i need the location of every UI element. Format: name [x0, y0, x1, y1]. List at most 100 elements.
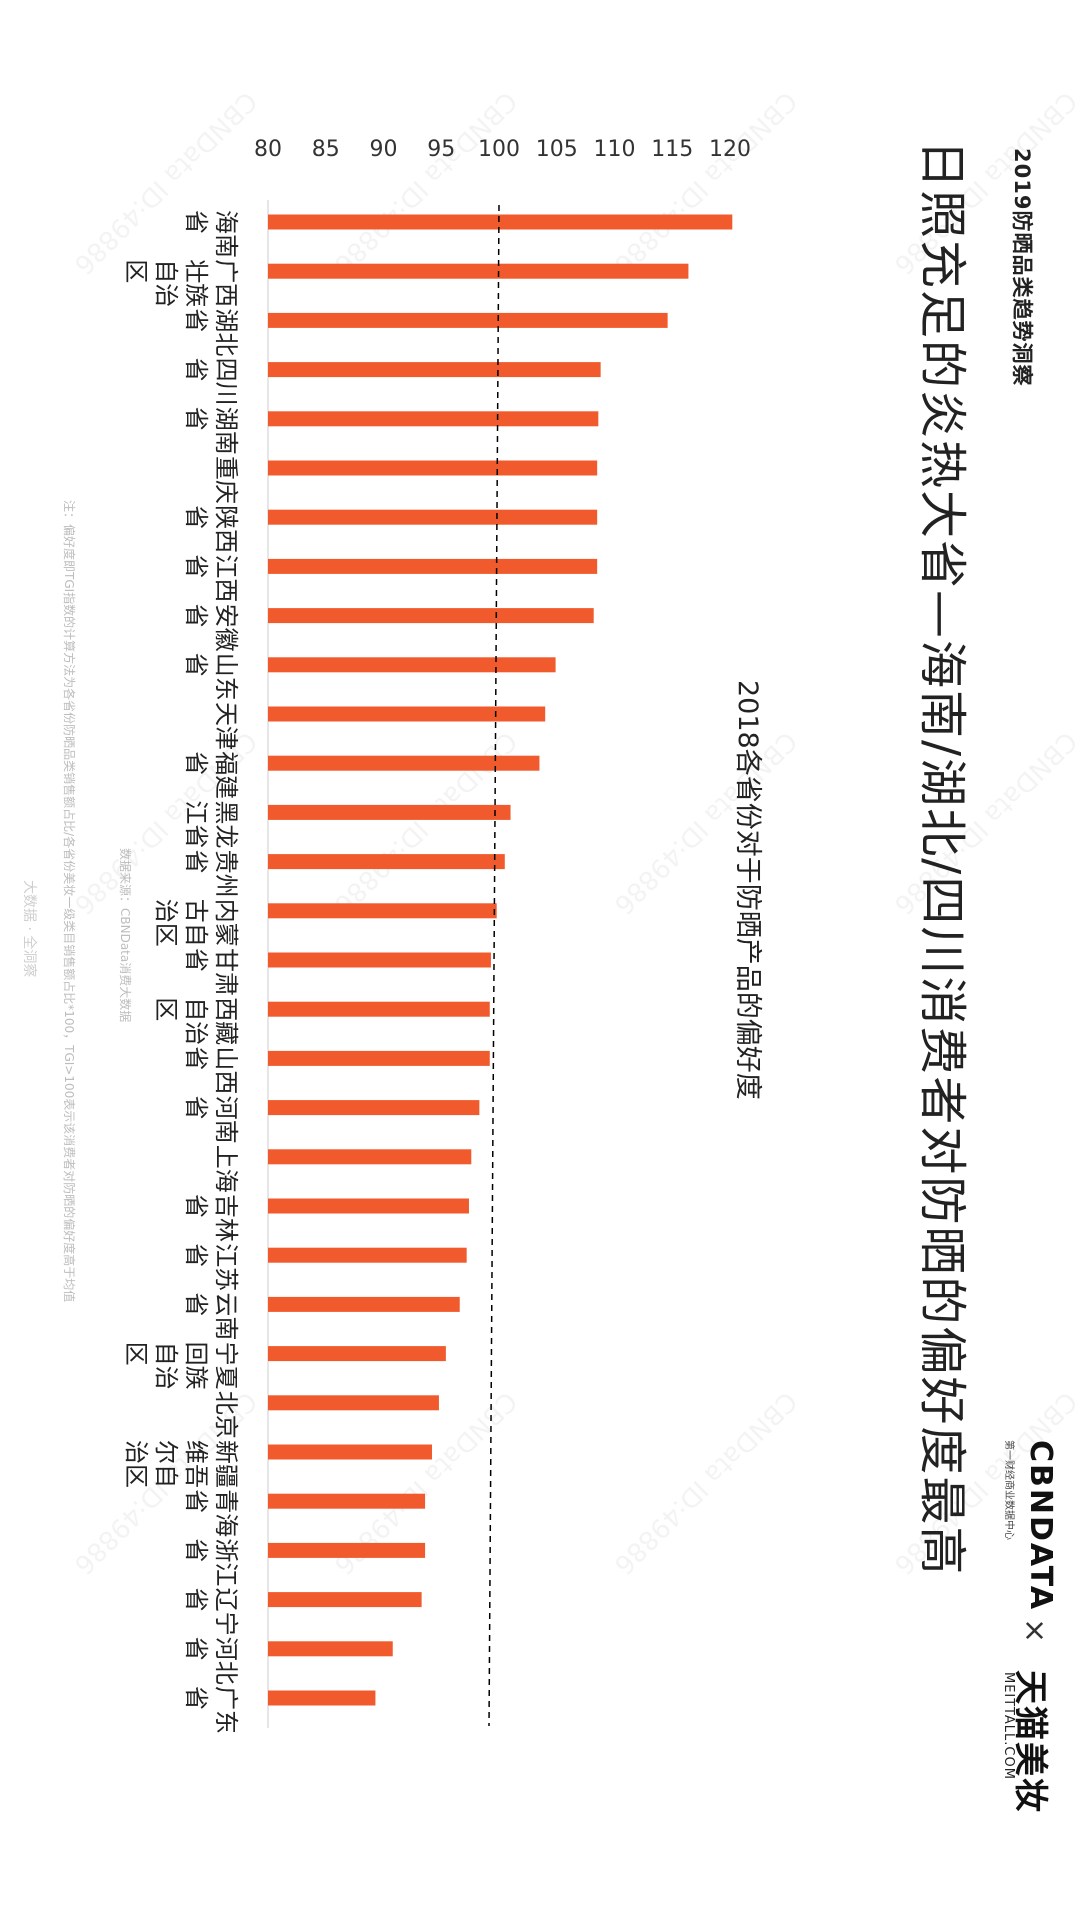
category-label: 安徽省	[182, 604, 240, 652]
category-label: 江苏省	[182, 1243, 240, 1291]
bar	[268, 558, 598, 574]
category-label-text: 省	[182, 751, 210, 775]
cross-icon: ×	[1017, 1618, 1052, 1644]
bar	[267, 1592, 422, 1608]
bar	[268, 509, 598, 525]
category-label-text: 江苏	[212, 1243, 240, 1291]
category-label: 重庆	[212, 456, 240, 504]
category-label-text: 江西	[212, 554, 240, 602]
tmall-url: MEITTALL.COM	[1001, 1672, 1016, 1780]
category-label-text: 尔自	[152, 1440, 180, 1488]
category-label-text: 省	[182, 1686, 210, 1710]
category-label-text: 福建	[212, 751, 240, 799]
y-tick-label: 85	[312, 137, 340, 162]
bar	[267, 1198, 469, 1214]
category-label-text: 省	[182, 308, 210, 332]
bar	[268, 608, 594, 624]
category-label-text: 省	[182, 1637, 210, 1661]
category-label: 福建省	[182, 751, 240, 799]
category-label-text: 青海	[212, 1489, 240, 1537]
category-label: 辽宁省	[182, 1588, 240, 1636]
data-source: 数据来源：CBNData消费大数据	[118, 848, 132, 1023]
category-label-text: 省	[182, 1489, 210, 1513]
category-label-text: 山西	[212, 1046, 240, 1094]
category-label-text: 省	[182, 653, 210, 677]
category-label-text: 北京	[212, 1391, 240, 1439]
bar	[268, 1001, 490, 1017]
bar	[268, 214, 733, 230]
bar	[267, 1641, 393, 1657]
category-label-text: 四川	[212, 358, 240, 406]
bar	[268, 1444, 433, 1460]
category-label-text: 省	[182, 850, 210, 874]
bar	[267, 1100, 480, 1116]
bar	[267, 952, 491, 968]
category-label-text: 自治	[182, 997, 210, 1045]
category-label-text: 回族	[182, 1342, 210, 1390]
category-label: 上海	[212, 1145, 240, 1193]
y-tick-label: 90	[370, 137, 398, 162]
category-label-text: 省	[182, 1243, 210, 1267]
reference-line-100	[488, 204, 500, 1727]
category-label-text: 省	[182, 554, 210, 578]
y-axis: 80 85 90 95 100 105 110 115 120	[254, 137, 751, 1728]
category-label-text: 省	[182, 1588, 210, 1612]
category-label-text: 河南	[212, 1096, 240, 1144]
bar	[268, 1542, 426, 1558]
bar	[267, 804, 511, 820]
y-tick-label: 80	[254, 137, 282, 162]
category-label: 贵州省	[182, 850, 240, 898]
category-label-text: 省	[182, 1292, 210, 1316]
category-label: 湖北省	[182, 308, 240, 356]
category-label-text: 区	[152, 997, 180, 1021]
bar	[268, 755, 540, 771]
category-label-text: 广西	[212, 259, 240, 307]
bar	[268, 854, 505, 870]
bar	[268, 903, 497, 919]
category-label-text: 治区	[152, 899, 180, 947]
y-tick-label: 120	[709, 137, 751, 162]
category-label-text: 省	[182, 1194, 210, 1218]
category-label: 河南省	[182, 1096, 240, 1144]
category-label-text: 安徽	[212, 604, 240, 652]
category-label-text: 区	[122, 259, 150, 283]
category-label-text: 省	[182, 505, 210, 529]
category-label: 天津	[212, 702, 240, 750]
tmall-beauty-logo: 天猫美妆	[1010, 1670, 1050, 1814]
bar	[268, 1395, 439, 1411]
category-label-text: 新疆	[212, 1440, 240, 1488]
category-label: 湖南省	[182, 407, 240, 455]
category-label-text: 维吾	[182, 1440, 210, 1488]
category-label-text: 西藏	[212, 997, 240, 1045]
cbndata-logo: CBNDATA	[1023, 1440, 1058, 1612]
category-label-text: 内蒙	[212, 899, 240, 947]
category-label-text: 省	[182, 210, 210, 234]
bar	[267, 1296, 460, 1312]
bar	[268, 263, 689, 279]
category-label-text: 云南	[212, 1292, 240, 1340]
bar	[268, 312, 668, 328]
category-labels: 海南省广西壮族自治区湖北省四川省湖南省重庆陕西省江西省安徽省山东省天津福建省黑龙…	[122, 210, 240, 1734]
category-label-text: 广东	[212, 1686, 240, 1734]
category-label: 北京	[212, 1391, 240, 1439]
category-label: 江西省	[182, 554, 240, 602]
category-label-text: 天津	[212, 702, 240, 750]
category-label-text: 区	[122, 1342, 150, 1366]
category-label-text: 省	[182, 1096, 210, 1120]
category-label: 浙江省	[182, 1538, 240, 1586]
category-label-text: 湖南	[212, 407, 240, 455]
reference-line	[488, 204, 500, 1727]
bar	[267, 1690, 376, 1706]
category-label-text: 省	[182, 358, 210, 382]
bar	[268, 362, 601, 378]
category-label-text: 黑龙	[212, 800, 240, 848]
y-tick-label: 110	[594, 137, 636, 162]
category-label-text: 江省	[182, 800, 210, 848]
